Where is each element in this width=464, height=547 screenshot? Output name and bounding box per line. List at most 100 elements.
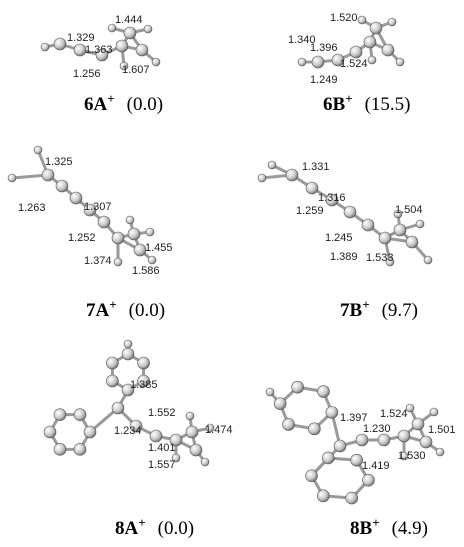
atom	[54, 38, 66, 50]
atom	[186, 412, 194, 420]
atom	[186, 426, 198, 438]
atom	[144, 25, 152, 33]
atom	[396, 58, 404, 66]
atom	[98, 216, 110, 228]
bond-length: 1.252	[68, 232, 96, 244]
charge: +	[345, 91, 352, 106]
bond-length: 1.520	[330, 12, 358, 24]
atom	[74, 409, 86, 421]
atom	[312, 56, 324, 68]
atom	[398, 430, 410, 442]
atom	[436, 448, 444, 456]
charge: +	[362, 297, 369, 312]
charge: +	[107, 91, 114, 106]
atom	[350, 46, 362, 58]
atom	[54, 443, 66, 455]
charge: +	[138, 515, 145, 530]
atom	[378, 434, 390, 446]
bond-length: 1.374	[84, 255, 112, 267]
bond-length: 1.552	[148, 407, 176, 419]
atom	[126, 216, 134, 224]
energy: (0.0)	[129, 300, 165, 321]
bond-length: 1.524	[340, 58, 368, 70]
atom	[148, 256, 156, 264]
atom	[54, 409, 66, 421]
structure-label: 7A	[86, 300, 110, 321]
bond-length: 1.363	[85, 44, 113, 56]
structure-caption: 6A+(0.0)	[84, 91, 163, 115]
atom	[124, 340, 132, 348]
atom	[362, 219, 374, 231]
atom	[34, 146, 42, 154]
structure-caption: 6B+ (15.5)	[323, 91, 411, 115]
bond-length: 1.607	[122, 64, 150, 76]
atom	[346, 492, 358, 504]
bond-length: 1.501	[428, 424, 456, 436]
bond-length: 1.263	[18, 202, 46, 214]
structure-caption: 7B+(9.7)	[340, 297, 418, 321]
atom	[298, 58, 306, 66]
atom	[201, 458, 209, 466]
atom	[44, 426, 56, 438]
structure-label: 6A	[84, 94, 108, 115]
atom	[8, 174, 16, 182]
bond-length: 1.385	[130, 379, 158, 391]
bond-length: 1.504	[395, 204, 423, 216]
atom	[266, 388, 274, 396]
bond-length: 1.256	[73, 68, 101, 80]
atom	[358, 16, 366, 24]
atom	[292, 381, 304, 393]
atom	[190, 444, 202, 456]
atom	[362, 474, 374, 486]
charge: +	[109, 297, 116, 312]
bond-length: 1.401	[148, 442, 176, 454]
atom	[368, 56, 376, 64]
bond-length: 1.234	[114, 425, 142, 437]
atom	[394, 224, 406, 236]
atom	[344, 206, 356, 218]
bond-length: 1.389	[330, 251, 358, 263]
atom	[406, 236, 418, 248]
atom	[356, 434, 368, 446]
atom	[106, 375, 118, 387]
bond-length: 1.307	[84, 201, 112, 213]
atom	[70, 192, 82, 204]
bond-length: 1.533	[366, 252, 394, 264]
atom	[124, 27, 136, 39]
atom	[382, 44, 394, 56]
structure-label: 8A	[115, 518, 139, 539]
atom	[416, 220, 424, 228]
atom	[136, 44, 148, 56]
atom	[379, 232, 391, 244]
atom	[56, 180, 68, 192]
bond-length: 1.249	[310, 74, 338, 86]
atom	[112, 232, 124, 244]
bond-length: 1.557	[148, 459, 176, 471]
energy: (15.5)	[365, 94, 411, 115]
atom	[326, 406, 338, 418]
atom	[112, 402, 124, 414]
atom	[334, 440, 346, 452]
atom	[268, 161, 276, 169]
atom	[317, 386, 329, 398]
atom	[364, 36, 376, 48]
atom	[84, 426, 96, 438]
bond-length: 1.530	[398, 450, 426, 462]
structure-caption: 8B+(4.9)	[350, 515, 428, 539]
atom	[152, 58, 160, 66]
bond-length: 1.455	[145, 242, 173, 254]
energy: (0.0)	[158, 518, 194, 539]
atom	[412, 418, 424, 430]
atom	[258, 174, 266, 182]
bond-length: 1.444	[115, 14, 143, 26]
bond-length: 1.329	[67, 32, 95, 44]
structure-label: 7B	[340, 300, 363, 321]
atom	[42, 169, 54, 181]
structure-label: 6B	[323, 94, 346, 115]
atom	[106, 357, 118, 369]
atom	[116, 40, 128, 52]
atom	[317, 490, 329, 502]
atom	[41, 43, 49, 51]
charge: +	[372, 515, 379, 530]
atom	[308, 423, 320, 435]
